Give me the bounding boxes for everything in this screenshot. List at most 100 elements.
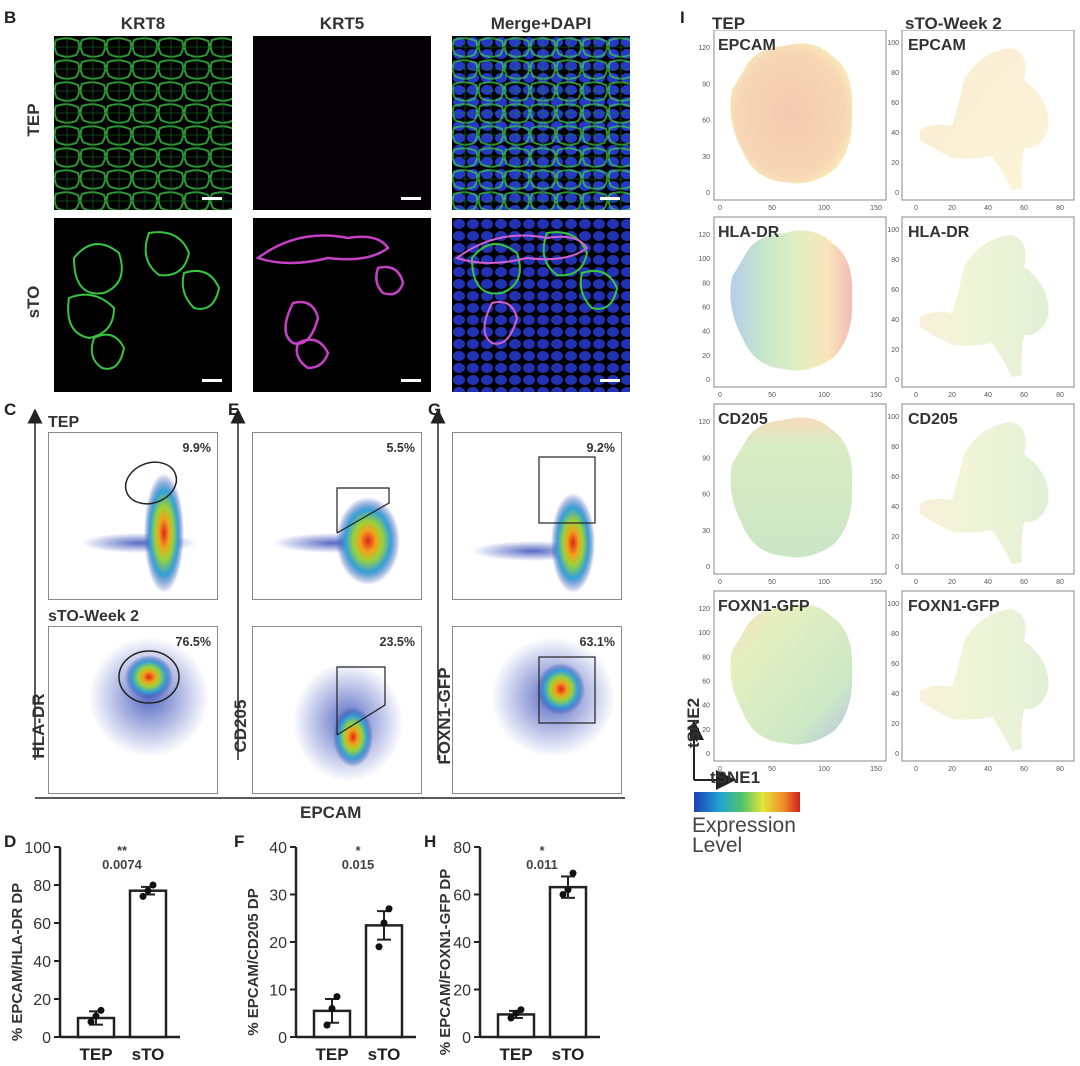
x-tick-label: sTO bbox=[368, 1045, 401, 1064]
tsne-y-tick: 20 bbox=[702, 353, 710, 360]
scale-bar bbox=[600, 197, 620, 200]
y-tick-label: 30 bbox=[269, 888, 287, 905]
tsne-y-tick: 0 bbox=[895, 190, 899, 197]
krt5-clusters-image bbox=[255, 234, 405, 370]
tsne-col-title-sto: sTO-Week 2 bbox=[905, 14, 1002, 33]
tsne-x-tick: 80 bbox=[1056, 205, 1064, 212]
gate-percent: 23.5% bbox=[379, 635, 415, 649]
data-point bbox=[517, 1006, 525, 1014]
tsne-y-tick: 60 bbox=[891, 661, 899, 668]
tsne-x-tick: 40 bbox=[984, 579, 992, 586]
tsne-y-tick: 120 bbox=[698, 606, 710, 613]
expression-legend-bar bbox=[694, 792, 800, 812]
tsne-x-tick: 0 bbox=[718, 579, 722, 586]
micrograph-sto-krt5 bbox=[253, 218, 431, 392]
flow-plot-e-sto: 23.5% bbox=[252, 626, 422, 794]
x-tick-label: sTO bbox=[552, 1045, 585, 1064]
tsne-scatter-sto-density bbox=[920, 48, 1049, 190]
tsne-x-tick: 50 bbox=[768, 766, 776, 773]
tsne-y-tick: 60 bbox=[891, 287, 899, 294]
tsne-x-tick: 60 bbox=[1020, 766, 1028, 773]
tsne-y-tick: 100 bbox=[887, 227, 899, 234]
flow-ylabel-e: CD205 bbox=[231, 699, 250, 753]
tsne-y-tick: 100 bbox=[887, 40, 899, 47]
data-point bbox=[87, 1018, 95, 1026]
data-point bbox=[512, 1009, 520, 1017]
micrograph-sto-krt8 bbox=[54, 218, 232, 392]
tsne-y-tick: 90 bbox=[702, 81, 710, 88]
flow-plot-g-sto: 63.1% bbox=[452, 626, 622, 794]
significance-stars: * bbox=[539, 843, 545, 858]
tsne-y-tick: 20 bbox=[891, 347, 899, 354]
data-point bbox=[149, 881, 157, 889]
tsne-x-tick: 0 bbox=[718, 766, 722, 773]
tsne-y-tick: 0 bbox=[706, 190, 710, 197]
x-tick-label: TEP bbox=[315, 1045, 348, 1064]
gate-ellipse bbox=[124, 461, 178, 505]
panel-label-c: C bbox=[4, 400, 17, 419]
y-tick-label: 40 bbox=[33, 954, 51, 971]
tsne-marker-label: FOXN1-GFP bbox=[908, 598, 1000, 615]
micrograph-sto-merge bbox=[452, 218, 630, 392]
tsne-x-tick: 80 bbox=[1056, 579, 1064, 586]
tsne-x-tick: 40 bbox=[984, 392, 992, 399]
tsne-x-tick: 20 bbox=[948, 766, 956, 773]
merge-image bbox=[452, 218, 630, 392]
y-tick-label: 0 bbox=[462, 1030, 471, 1047]
merge-image bbox=[452, 36, 630, 210]
tsne-y-tick: 100 bbox=[698, 256, 710, 263]
panel-label-h: H bbox=[424, 832, 437, 851]
tsne-y-tick: 80 bbox=[702, 654, 710, 661]
p-value: 0.011 bbox=[526, 857, 558, 872]
tsne-y-tick: 100 bbox=[887, 601, 899, 608]
tsne-y-tick: 20 bbox=[891, 534, 899, 541]
y-tick-label: 20 bbox=[453, 983, 471, 1000]
y-tick-label: 40 bbox=[453, 935, 471, 952]
gate-polygon bbox=[336, 487, 390, 534]
data-point bbox=[92, 1012, 100, 1020]
tsne-x-tick: 20 bbox=[948, 579, 956, 586]
tsne-y-tick: 100 bbox=[887, 414, 899, 421]
tsne-x-tick: 100 bbox=[818, 392, 830, 399]
tsne-marker-label: HLA-DR bbox=[908, 224, 970, 241]
tsne-y-tick: 60 bbox=[702, 305, 710, 312]
tsne-x-tick: 80 bbox=[1056, 766, 1064, 773]
micrograph-tep-krt8 bbox=[54, 36, 232, 210]
tsne-x-tick: 150 bbox=[870, 579, 882, 586]
tsne-x-tick: 40 bbox=[984, 205, 992, 212]
tsne-y-tick: 80 bbox=[891, 444, 899, 451]
tsne-x-tick: 20 bbox=[948, 205, 956, 212]
tsne-x-tick: 0 bbox=[914, 766, 918, 773]
gate-percent: 76.5% bbox=[175, 635, 211, 649]
gate-percent: 9.9% bbox=[182, 441, 212, 455]
y-tick-label: 0 bbox=[278, 1030, 287, 1047]
tsne-scatter-tep-density bbox=[730, 230, 853, 371]
tsne-marker-label: EPCAM bbox=[908, 37, 966, 54]
tsne-scatter-sto-density bbox=[920, 235, 1049, 377]
data-point bbox=[559, 891, 567, 898]
tsne-scatter-tep-density bbox=[730, 604, 853, 745]
tsne-y-tick: 20 bbox=[702, 727, 710, 734]
y-tick-label: 40 bbox=[269, 840, 287, 857]
tsne-x-tick: 20 bbox=[948, 392, 956, 399]
tsne-x-tick: 40 bbox=[984, 766, 992, 773]
gate-percent: 5.5% bbox=[386, 441, 416, 455]
tsne-marker-label: FOXN1-GFP bbox=[718, 598, 810, 615]
x-tick-label: TEP bbox=[499, 1045, 532, 1064]
scale-bar bbox=[401, 379, 421, 382]
flow-plot-c-sto: 76.5% bbox=[48, 626, 218, 794]
x-tick-label: sTO bbox=[132, 1045, 165, 1064]
tsne-y-tick: 80 bbox=[702, 280, 710, 287]
gate-polygon bbox=[336, 666, 386, 736]
tsne-x-tick: 50 bbox=[768, 392, 776, 399]
gate-ellipse bbox=[118, 650, 180, 704]
tsne-x-tick: 0 bbox=[914, 392, 918, 399]
tsne-y-tick: 120 bbox=[698, 419, 710, 426]
tsne-y-tick: 40 bbox=[702, 329, 710, 336]
data-point bbox=[333, 993, 341, 1001]
tsne-y-tick: 80 bbox=[891, 257, 899, 264]
tsne-x-tick: 150 bbox=[870, 392, 882, 399]
gate-percent: 9.2% bbox=[586, 441, 616, 455]
gate-percent: 63.1% bbox=[579, 635, 615, 649]
